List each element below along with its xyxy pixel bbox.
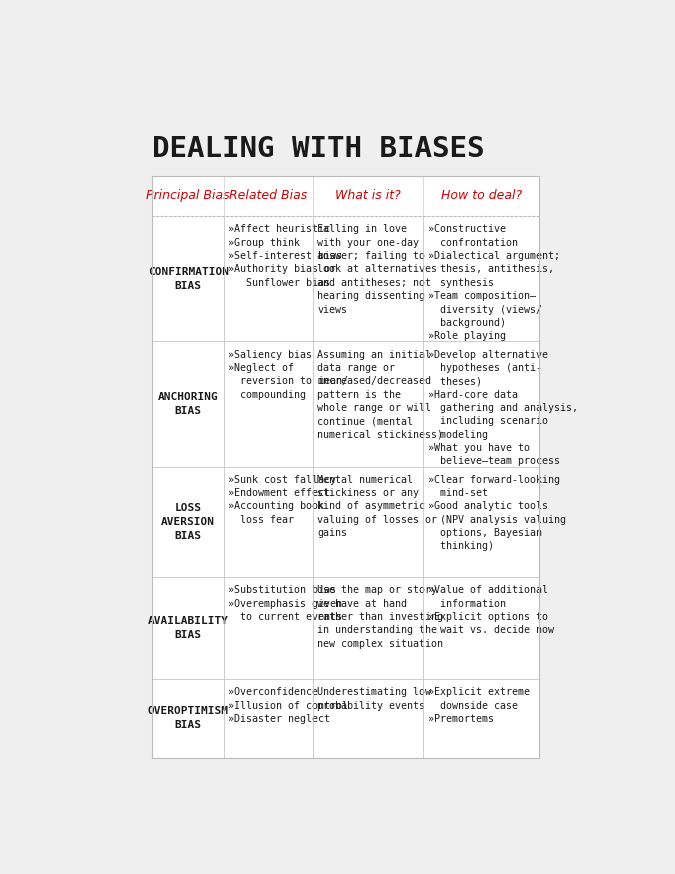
- FancyBboxPatch shape: [153, 176, 539, 216]
- Text: DEALING WITH BIASES: DEALING WITH BIASES: [153, 135, 485, 163]
- Text: Underestimating low
probability events: Underestimating low probability events: [317, 687, 431, 711]
- Text: Use the map or story
we have at hand
rather than investing
in understanding the
: Use the map or story we have at hand rat…: [317, 586, 443, 649]
- FancyBboxPatch shape: [313, 216, 423, 342]
- Text: »Substitution bias
»Overemphasis given
  to current events: »Substitution bias »Overemphasis given t…: [228, 586, 342, 622]
- Text: ANCHORING
BIAS: ANCHORING BIAS: [158, 392, 219, 416]
- FancyBboxPatch shape: [423, 679, 539, 758]
- Text: »Saliency bias
»Neglect of
  reversion to mean/
  compounding: »Saliency bias »Neglect of reversion to …: [228, 350, 348, 399]
- FancyBboxPatch shape: [153, 467, 224, 577]
- Text: Related Bias: Related Bias: [230, 190, 308, 203]
- FancyBboxPatch shape: [313, 467, 423, 577]
- Text: CONFIRMATION
BIAS: CONFIRMATION BIAS: [148, 267, 229, 291]
- FancyBboxPatch shape: [423, 467, 539, 577]
- Text: Principal Bias: Principal Bias: [146, 190, 230, 203]
- Text: »Clear forward-looking
  mind-set
»Good analytic tools
  (NPV analysis valuing
 : »Clear forward-looking mind-set »Good an…: [427, 475, 566, 551]
- Text: AVAILABILITY
BIAS: AVAILABILITY BIAS: [148, 616, 229, 640]
- Text: »Develop alternative
  hypotheses (anti-
  theses)
»Hard-core data
  gathering a: »Develop alternative hypotheses (anti- t…: [427, 350, 578, 467]
- FancyBboxPatch shape: [423, 577, 539, 679]
- FancyBboxPatch shape: [224, 467, 313, 577]
- Text: »Overconfidence
»Illusion of control
»Disaster neglect: »Overconfidence »Illusion of control »Di…: [228, 687, 348, 724]
- Text: »Explicit extreme
  downside case
»Premortems: »Explicit extreme downside case »Premort…: [427, 687, 530, 724]
- FancyBboxPatch shape: [313, 577, 423, 679]
- FancyBboxPatch shape: [153, 577, 224, 679]
- FancyBboxPatch shape: [313, 679, 423, 758]
- FancyBboxPatch shape: [423, 216, 539, 342]
- FancyBboxPatch shape: [313, 342, 423, 467]
- Text: »Affect heuristic
»Group think
»Self-interest bias
»Authority bias or
   Sunflow: »Affect heuristic »Group think »Self-int…: [228, 225, 342, 288]
- FancyBboxPatch shape: [224, 577, 313, 679]
- Text: Falling in love
with your one-day
answer; failing to
look at alternatives
and an: Falling in love with your one-day answer…: [317, 225, 437, 315]
- Text: »Constructive
  confrontation
»Dialectical argument;
  thesis, antithesis,
  syn: »Constructive confrontation »Dialectical…: [427, 225, 560, 341]
- FancyBboxPatch shape: [153, 342, 224, 467]
- Text: LOSS
AVERSION
BIAS: LOSS AVERSION BIAS: [161, 503, 215, 541]
- FancyBboxPatch shape: [224, 216, 313, 342]
- Text: »Value of additional
  information
»Explicit options to
  wait vs. decide now: »Value of additional information »Explic…: [427, 586, 554, 635]
- Text: Assuming an initial
data range or
increased/decreased
pattern is the
whole range: Assuming an initial data range or increa…: [317, 350, 443, 440]
- Text: »Sunk cost fallacy
»Endowment effect
»Accounting book
  loss fear: »Sunk cost fallacy »Endowment effect »Ac…: [228, 475, 336, 524]
- FancyBboxPatch shape: [423, 342, 539, 467]
- Text: How to deal?: How to deal?: [441, 190, 522, 203]
- Text: What is it?: What is it?: [335, 190, 401, 203]
- Text: OVEROPTIMISM
BIAS: OVEROPTIMISM BIAS: [148, 706, 229, 731]
- FancyBboxPatch shape: [153, 679, 224, 758]
- FancyBboxPatch shape: [153, 216, 224, 342]
- FancyBboxPatch shape: [224, 342, 313, 467]
- Text: Mental numerical
stickiness or any
kind of asymmetric
valuing of losses or
gains: Mental numerical stickiness or any kind …: [317, 475, 437, 538]
- FancyBboxPatch shape: [224, 679, 313, 758]
